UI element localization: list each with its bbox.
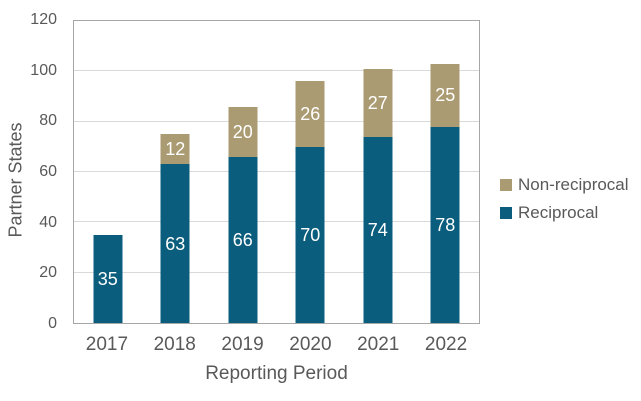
bar-segment-reciprocal-2022: 78 (430, 126, 460, 323)
x-tick-label-2018: 2018 (153, 334, 196, 355)
bar-value-label: 78 (435, 214, 456, 235)
y-tick-label-0: 0 (48, 315, 57, 332)
y-axis-tick-labels: 0 20 40 60 80 100 120 (0, 11, 65, 332)
bar-segment-non-reciprocal-2019: 20 (228, 106, 258, 157)
bar-value-label: 63 (165, 233, 186, 254)
legend-swatch-icon (500, 179, 512, 191)
x-tick-label-2019: 2019 (221, 334, 264, 355)
bar-segment-reciprocal-2020: 70 (295, 146, 325, 323)
bar-slot-2021: 74 27 (344, 21, 412, 323)
legend: Non-reciprocal Reciprocal (500, 175, 629, 223)
bars: 35 63 12 66 20 70 26 74 27 78 25 (74, 21, 479, 323)
bar-segment-non-reciprocal-2021: 27 (363, 68, 393, 137)
bar-2018: 63 12 (160, 21, 190, 323)
x-axis-title: Reporting Period (205, 363, 348, 384)
bar-segment-non-reciprocal-2018: 12 (160, 134, 190, 165)
legend-label: Non-reciprocal (518, 175, 629, 194)
y-tick-label-80: 80 (39, 112, 57, 130)
bar-segment-non-reciprocal-2020: 26 (295, 81, 325, 147)
bar-segment-reciprocal-2021: 74 (363, 136, 393, 323)
gridline-60 (74, 171, 479, 172)
bar-value-label: 35 (97, 268, 118, 289)
bar-2020: 70 26 (295, 21, 325, 323)
y-tick-label-120: 120 (30, 11, 57, 28)
x-tick-label-2021: 2021 (357, 334, 400, 355)
bar-value-label: 12 (165, 139, 186, 160)
gridline-80 (74, 120, 479, 122)
y-tick-label-60: 60 (39, 163, 57, 180)
bar-segment-reciprocal-2019: 66 (228, 156, 258, 323)
bar-2021: 74 27 (363, 21, 393, 323)
bar-value-label: 26 (300, 104, 321, 125)
bar-2017: 35 (93, 21, 123, 323)
bar-slot-2020: 70 26 (277, 21, 345, 323)
plot-area: 35 63 12 66 20 70 26 74 27 78 25 (73, 20, 480, 324)
bar-segment-non-reciprocal-2022: 25 (430, 63, 460, 127)
bar-slot-2022: 78 25 (412, 21, 480, 323)
bar-segment-reciprocal-2018: 63 (160, 164, 190, 323)
y-tick-label-20: 20 (39, 264, 57, 282)
bar-value-label: 70 (300, 224, 321, 245)
bar-segment-reciprocal-2017: 35 (93, 234, 123, 323)
bar-2022: 78 25 (430, 21, 460, 323)
gridline-100 (74, 70, 479, 72)
bar-value-label: 66 (232, 229, 253, 250)
legend-item-non-reciprocal: Non-reciprocal (500, 175, 629, 195)
bar-value-label: 74 (367, 219, 388, 240)
bar-slot-2018: 63 12 (142, 21, 210, 323)
bar-2019: 66 20 (228, 21, 258, 323)
gridline-40 (74, 221, 479, 223)
legend-item-reciprocal: Reciprocal (500, 203, 629, 223)
gridline-20 (74, 271, 479, 273)
bar-value-label: 25 (435, 85, 456, 106)
bar-slot-2019: 66 20 (209, 21, 277, 323)
x-tick-label-2017: 2017 (85, 334, 129, 355)
x-axis-tick-labels: 2017 2018 2019 2020 2021 2022 (73, 334, 480, 356)
bar-value-label: 27 (367, 92, 388, 113)
bar-slot-2017: 35 (74, 21, 142, 323)
legend-label: Reciprocal (518, 203, 599, 222)
y-tick-label-40: 40 (39, 213, 57, 231)
x-tick-label-2022: 2022 (424, 334, 468, 355)
y-tick-label-100: 100 (30, 61, 57, 79)
legend-swatch-icon (500, 207, 512, 219)
x-tick-label-2020: 2020 (289, 334, 332, 355)
bar-value-label: 20 (232, 121, 253, 142)
